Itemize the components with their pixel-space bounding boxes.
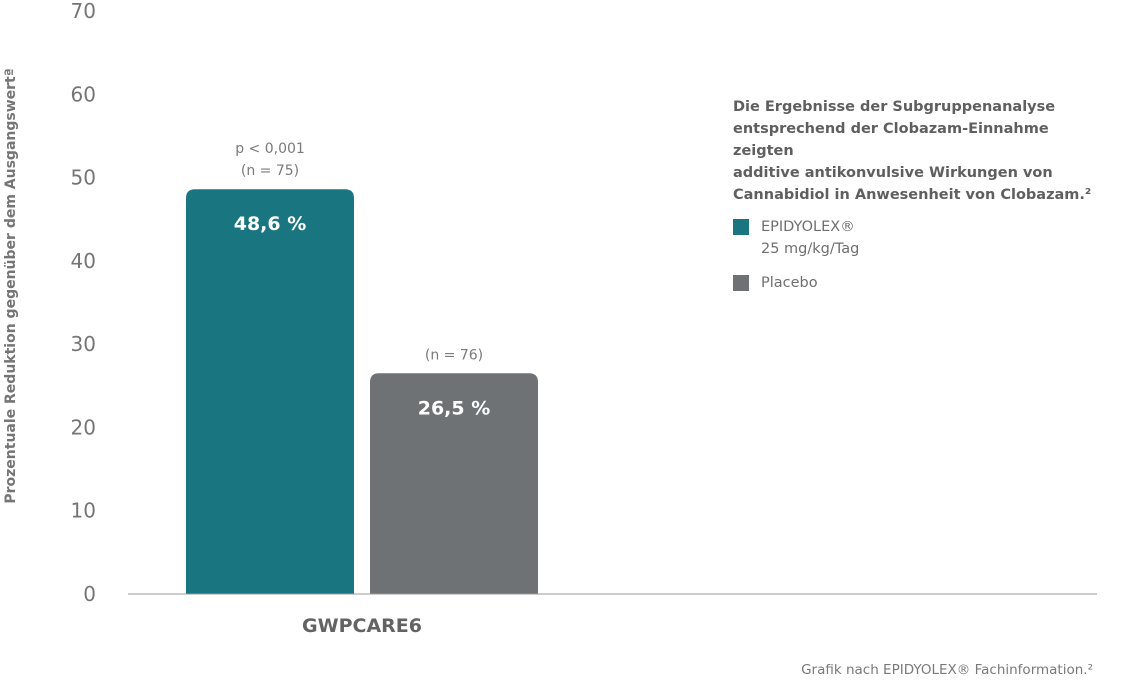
legend-title-line: Die Ergebnisse der Subgruppenanalyse xyxy=(733,99,1056,115)
bar-annotation: (n = 76) xyxy=(425,347,483,363)
y-tick-label: 0 xyxy=(83,582,96,606)
legend-item-placebo: Placebo xyxy=(733,272,1113,294)
y-tick-label: 20 xyxy=(71,415,96,439)
source-note: Grafik nach EPIDYOLEX® Fachinformation.² xyxy=(801,662,1093,678)
legend-swatch-placebo xyxy=(733,275,749,291)
y-tick-label: 10 xyxy=(71,499,96,523)
legend-label-placebo: Placebo xyxy=(761,275,818,291)
value-label-placebo: 26,5 % xyxy=(418,397,491,419)
y-axis: 0 10 20 30 40 50 60 70 xyxy=(71,0,96,606)
y-tick-label: 30 xyxy=(71,332,96,356)
value-label-epidyolex: 48,6 % xyxy=(234,213,307,235)
legend-title-line: entsprechend der Clobazam-Einnahme zeigt… xyxy=(733,121,1049,159)
bar-annotation: (n = 75) xyxy=(241,163,299,179)
y-axis-label: Prozentuale Reduktion gegenüber dem Ausg… xyxy=(3,68,19,503)
legend-label-epidyolex: EPIDYOLEX® xyxy=(761,219,855,235)
legend-item-epidyolex: EPIDYOLEX® 25 mg/kg/Tag xyxy=(733,216,1113,260)
legend-title-line: Cannabidiol in Anwesenheit von Clobazam.… xyxy=(733,187,1092,203)
y-tick-label: 50 xyxy=(71,166,96,190)
bar-annotation: p < 0,001 xyxy=(235,141,305,157)
category-label-gwpcare6: GWPCARE6 xyxy=(302,615,422,637)
y-tick-label: 60 xyxy=(71,82,96,106)
bar-placebo xyxy=(370,373,538,594)
legend-swatch-epidyolex xyxy=(733,219,749,235)
bar-epidyolex xyxy=(186,189,354,594)
y-tick-label: 70 xyxy=(71,0,96,23)
legend-title-line: additive antikonvulsive Wirkungen von xyxy=(733,165,1053,181)
bars: 48,6 % p < 0,001 (n = 75) 26,5 % (n = 76) xyxy=(186,141,538,594)
y-tick-label: 40 xyxy=(71,249,96,273)
legend-panel: Die Ergebnisse der Subgruppenanalyse ent… xyxy=(733,96,1113,306)
legend-title: Die Ergebnisse der Subgruppenanalyse ent… xyxy=(733,96,1113,206)
legend-label-epidyolex-dose: 25 mg/kg/Tag xyxy=(761,241,860,257)
